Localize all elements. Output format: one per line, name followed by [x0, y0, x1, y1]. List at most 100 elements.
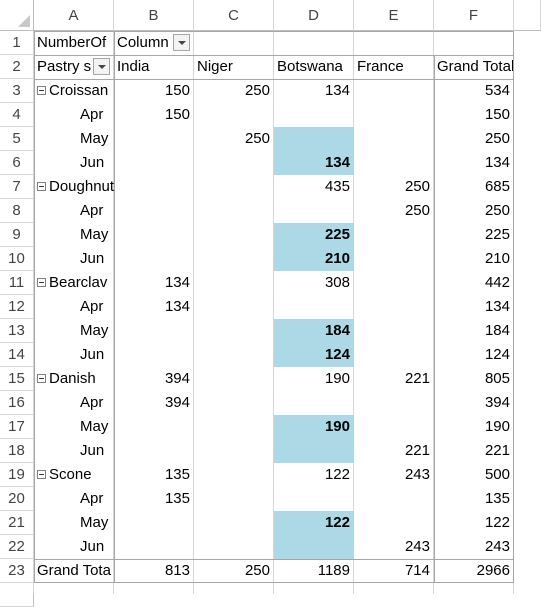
row-header-14[interactable]: 14 — [0, 343, 34, 367]
pivot-value-cell[interactable] — [114, 535, 194, 559]
row-header-21[interactable]: 21 — [0, 511, 34, 535]
pivot-value-cell[interactable] — [194, 511, 274, 535]
pivot-value-cell[interactable] — [194, 487, 274, 511]
pivot-item-label[interactable]: May — [80, 418, 109, 435]
pivot-value-cell[interactable] — [354, 247, 434, 271]
pivot-group-total[interactable]: 534 — [484, 82, 510, 99]
row-header-20[interactable]: 20 — [0, 487, 34, 511]
pivot-value-cell[interactable]: 210 — [484, 250, 510, 267]
pivot-value-cell[interactable]: 394 — [484, 394, 510, 411]
pivot-value-cell[interactable] — [114, 127, 194, 151]
pivot-group-total[interactable]: 134 — [164, 274, 190, 291]
pivot-value-cell[interactable]: 243 — [484, 538, 510, 555]
pivot-value-cell[interactable] — [194, 535, 274, 559]
pivot-group-total[interactable]: 243 — [404, 466, 430, 483]
pivot-value-cell[interactable] — [194, 247, 274, 271]
row-header-8[interactable]: 8 — [0, 199, 34, 223]
pivot-column-header[interactable]: France — [357, 58, 404, 75]
column-header-f[interactable]: F — [434, 0, 514, 31]
row-header-5[interactable]: 5 — [0, 127, 34, 151]
pivot-group-total[interactable]: 805 — [484, 370, 510, 387]
pivot-group-total[interactable] — [194, 271, 274, 295]
collapse-icon[interactable] — [37, 470, 46, 479]
pivot-value-cell[interactable] — [274, 295, 354, 319]
row-labels-filter-button[interactable] — [93, 58, 110, 75]
pivot-group-total[interactable] — [114, 175, 194, 199]
collapse-icon[interactable] — [37, 86, 46, 95]
pivot-group-label[interactable]: Doughnut — [34, 175, 114, 199]
pivot-value-cell[interactable] — [354, 151, 434, 175]
pivot-group-label[interactable]: Croissan — [34, 79, 114, 103]
pivot-value-cell[interactable] — [274, 391, 354, 415]
pivot-value-cell[interactable]: 135 — [484, 490, 510, 507]
pivot-item-label[interactable]: Jun — [80, 538, 105, 555]
pivot-value-cell[interactable] — [114, 199, 194, 223]
grand-total-value[interactable]: 813 — [164, 562, 190, 579]
pivot-value-cell[interactable] — [354, 319, 434, 343]
pivot-value-cell[interactable] — [114, 247, 194, 271]
highlighted-cell[interactable] — [274, 127, 354, 151]
pivot-group-total[interactable]: 442 — [484, 274, 510, 291]
pivot-group-total[interactable] — [194, 463, 274, 487]
pivot-value-cell[interactable] — [114, 415, 194, 439]
row-header-6[interactable]: 6 — [0, 151, 34, 175]
pivot-item-label[interactable]: Jun — [80, 154, 105, 171]
pivot-group-total[interactable]: 500 — [484, 466, 510, 483]
pivot-item-label[interactable]: Apr — [80, 394, 104, 411]
pivot-value-cell[interactable] — [114, 151, 194, 175]
pivot-group-total[interactable] — [194, 367, 274, 391]
collapse-icon[interactable] — [37, 278, 46, 287]
column-header-b[interactable]: B — [114, 0, 194, 31]
pivot-value-cell[interactable] — [194, 343, 274, 367]
grand-total-value[interactable]: 2966 — [476, 562, 510, 579]
pivot-value-cell[interactable]: 250 — [404, 202, 430, 219]
highlighted-cell[interactable]: 190 — [274, 415, 354, 439]
pivot-item-label[interactable]: Jun — [80, 250, 105, 267]
pivot-value-cell[interactable] — [354, 415, 434, 439]
pivot-value-cell[interactable]: 122 — [484, 514, 510, 531]
highlighted-cell[interactable]: 124 — [274, 343, 354, 367]
pivot-value-cell[interactable]: 250 — [484, 130, 510, 147]
pivot-group-label[interactable]: Bearclav — [34, 271, 114, 295]
pivot-value-cell[interactable]: 184 — [484, 322, 510, 339]
pivot-value-cell[interactable] — [354, 487, 434, 511]
pivot-value-cell[interactable]: 221 — [484, 442, 510, 459]
row-header-13[interactable]: 13 — [0, 319, 34, 343]
pivot-column-header[interactable]: Niger — [197, 58, 233, 75]
pivot-item-label[interactable]: Apr — [80, 106, 104, 123]
pivot-value-cell[interactable] — [194, 391, 274, 415]
pivot-row-label[interactable]: Pastry s — [37, 58, 92, 75]
grand-total-value[interactable]: 1189 — [317, 562, 350, 579]
row-header-10[interactable]: 10 — [0, 247, 34, 271]
row-header-9[interactable]: 9 — [0, 223, 34, 247]
row-header-22[interactable]: 22 — [0, 535, 34, 559]
pivot-item-label[interactable]: May — [80, 514, 109, 531]
pivot-group-total[interactable]: 134 — [324, 82, 350, 99]
select-all-corner[interactable] — [0, 0, 34, 31]
pivot-value-cell[interactable] — [274, 487, 354, 511]
pivot-value-cell[interactable] — [194, 415, 274, 439]
pivot-value-cell[interactable] — [194, 151, 274, 175]
pivot-group-total[interactable]: 685 — [484, 178, 510, 195]
row-header-1[interactable]: 1 — [0, 31, 34, 55]
pivot-value-cell[interactable]: 135 — [164, 490, 190, 507]
pivot-value-cell[interactable] — [194, 199, 274, 223]
pivot-value-cell[interactable]: 134 — [484, 298, 510, 315]
pivot-value-cell[interactable]: 124 — [484, 346, 510, 363]
pivot-column-header[interactable]: Botswana — [277, 58, 343, 75]
pivot-group-total[interactable]: 190 — [324, 370, 350, 387]
column-header-d[interactable]: D — [274, 0, 354, 31]
pivot-group-total[interactable] — [354, 271, 434, 295]
pivot-group-total[interactable] — [194, 175, 274, 199]
pivot-item-label[interactable]: Jun — [80, 442, 105, 459]
pivot-group-label[interactable]: Danish — [34, 367, 114, 391]
pivot-item-label[interactable]: May — [80, 130, 109, 147]
pivot-value-cell[interactable] — [114, 319, 194, 343]
highlighted-cell[interactable]: 225 — [274, 223, 354, 247]
pivot-group-total[interactable]: 250 — [244, 82, 270, 99]
pivot-value-cell[interactable] — [354, 103, 434, 127]
column-labels-filter-button[interactable] — [173, 34, 190, 51]
highlighted-cell[interactable]: 184 — [274, 319, 354, 343]
pivot-column-labels[interactable]: Column — [117, 34, 169, 51]
row-header-blank[interactable] — [0, 583, 34, 607]
